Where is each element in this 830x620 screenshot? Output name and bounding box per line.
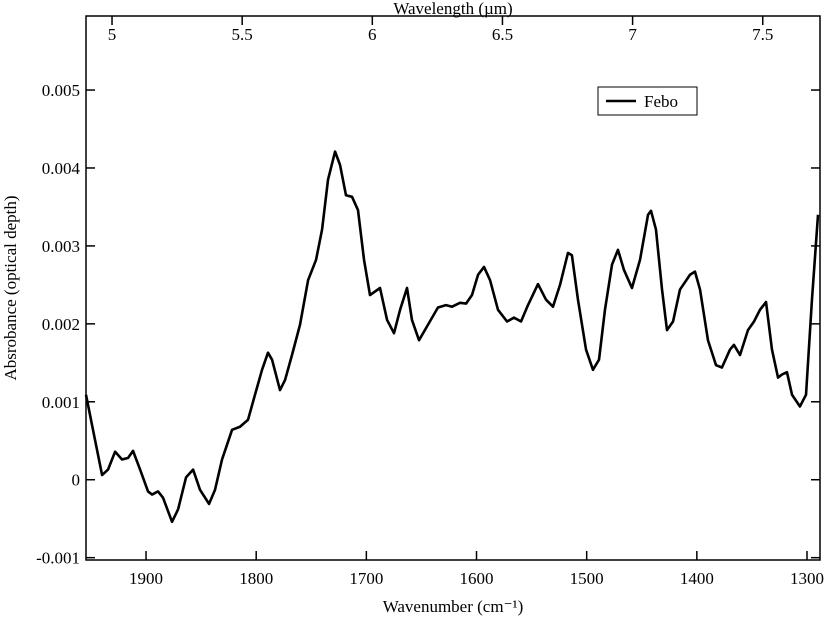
plot-frame	[85, 15, 821, 561]
y-tick-label: 0.003	[42, 237, 80, 256]
x-tick-label: 1500	[570, 569, 604, 588]
x2-tick-label: 7	[628, 25, 637, 44]
x-axis-title: Wavenumber (cm⁻¹)	[383, 597, 524, 616]
x2-tick-label: 6	[368, 25, 377, 44]
x-tick-label: 1400	[680, 569, 714, 588]
x2-axis-title: Wavelength (µm)	[393, 0, 512, 18]
x-tick-label: 1600	[460, 569, 494, 588]
y-tick-label: 0	[72, 471, 81, 490]
x2-tick-label: 6.5	[492, 25, 513, 44]
x2-tick-label: 5.5	[232, 25, 253, 44]
x2-tick-label: 5	[108, 25, 117, 44]
x-tick-label: 1900	[129, 569, 163, 588]
x-tick-label: 1700	[349, 569, 383, 588]
y-tick-label: -0.001	[36, 549, 80, 568]
y-tick-label: 0.002	[42, 315, 80, 334]
legend-label: Febo	[644, 92, 678, 111]
data-line	[84, 150, 820, 524]
y-tick-label: 0.004	[42, 159, 81, 178]
x2-tick-label: 7.5	[752, 25, 773, 44]
y-axis-title: Absrobance (optical depth)	[1, 195, 20, 380]
y-tick-label: 0.005	[42, 81, 80, 100]
x-tick-label: 1800	[239, 569, 273, 588]
y-tick-label: 0.001	[42, 393, 80, 412]
x-tick-label: 1300	[790, 569, 824, 588]
